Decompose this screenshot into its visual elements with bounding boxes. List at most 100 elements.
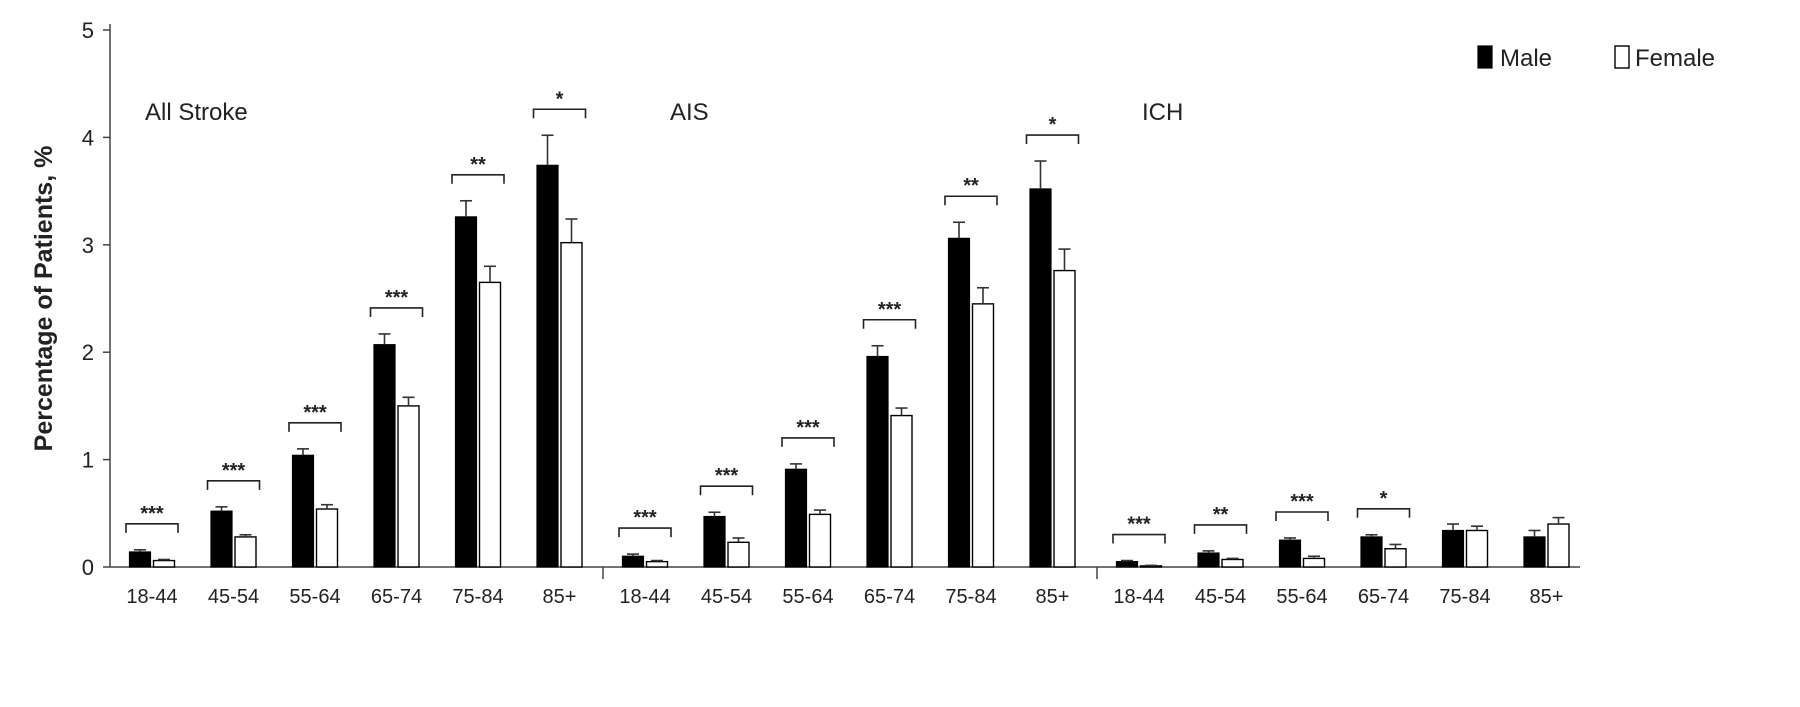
significance-marker: ** <box>470 154 486 176</box>
significance-marker: *** <box>878 299 902 321</box>
bar-male <box>1523 536 1546 568</box>
bar-female <box>727 541 750 568</box>
bar-female <box>560 241 583 568</box>
y-tick-label: 4 <box>82 125 94 150</box>
panel-title: AIS <box>670 99 709 126</box>
significance-bracket <box>781 437 835 447</box>
significance-marker: * <box>1049 114 1057 136</box>
significance-bracket <box>532 108 587 119</box>
x-tick-label: 65-74 <box>1358 586 1409 608</box>
significance-bracket <box>944 195 998 206</box>
significance-bracket <box>1112 533 1166 544</box>
significance-marker: *** <box>385 287 409 309</box>
x-tick-label: 65-74 <box>864 586 915 608</box>
significance-marker: * <box>556 88 564 110</box>
significance-bracket <box>1193 524 1248 534</box>
significance-bracket <box>451 173 505 184</box>
y-tick-label: 2 <box>82 340 94 365</box>
bar-female <box>397 405 420 568</box>
bar-male <box>1360 536 1383 568</box>
significance-marker: *** <box>715 465 739 487</box>
x-tick-label: 55-64 <box>289 586 340 608</box>
significance-bracket <box>618 527 672 538</box>
bar-male <box>1278 539 1302 568</box>
bar-female <box>1221 558 1244 568</box>
y-axis-label: Percentage of Patients, % <box>30 146 58 452</box>
bar-female <box>315 508 339 568</box>
x-tick-label: 75-84 <box>945 586 996 608</box>
significance-marker: *** <box>222 460 246 482</box>
x-tick-label: 18-44 <box>126 586 177 608</box>
x-tick-label: 75-84 <box>452 586 503 608</box>
bar-female <box>1465 529 1489 568</box>
bar-female <box>1547 523 1570 568</box>
significance-marker: *** <box>633 507 657 529</box>
significance-marker: *** <box>796 417 820 439</box>
bar-female <box>478 281 502 568</box>
y-tick-label: 1 <box>82 448 94 473</box>
significance-bracket <box>369 307 424 317</box>
significance-bracket <box>125 523 179 533</box>
significance-marker: *** <box>303 402 327 424</box>
bar-male <box>1029 188 1052 568</box>
bar-male <box>621 555 645 568</box>
x-tick-label: 45-54 <box>1195 586 1246 608</box>
significance-bracket <box>1356 507 1411 518</box>
x-tick-label: 45-54 <box>701 586 752 608</box>
significance-marker: ** <box>1213 504 1229 526</box>
x-tick-label: 75-84 <box>1439 586 1490 608</box>
significance-marker: ** <box>963 175 979 197</box>
x-tick-label: 18-44 <box>619 586 670 608</box>
significance-bracket <box>862 318 917 329</box>
y-tick-label: 0 <box>82 555 94 580</box>
bar-female <box>152 559 176 568</box>
bar-female <box>1384 548 1407 568</box>
x-tick-label: 65-74 <box>371 586 422 608</box>
bar-male <box>784 468 808 568</box>
bar-male <box>703 515 726 568</box>
x-tick-label: 18-44 <box>1113 586 1164 608</box>
bar-male <box>454 216 478 568</box>
bar-female <box>234 536 257 568</box>
bar-male <box>866 355 889 568</box>
bar-female <box>645 560 669 568</box>
bar-female <box>890 414 913 568</box>
panel-title: ICH <box>1142 99 1183 126</box>
bar-male <box>1197 552 1220 568</box>
bar-male <box>210 510 233 568</box>
bar-female <box>1302 557 1326 568</box>
significance-bracket <box>699 485 754 496</box>
legend-swatch-female <box>1614 45 1630 69</box>
significance-marker: *** <box>1290 491 1314 513</box>
bar-male <box>947 237 971 568</box>
x-tick-label: 85+ <box>1036 586 1070 608</box>
bar-male <box>291 454 315 568</box>
panel-title: All Stroke <box>145 99 248 126</box>
x-tick-label: 85+ <box>543 586 577 608</box>
y-tick-label: 3 <box>82 233 94 258</box>
bar-female <box>971 303 995 568</box>
y-tick-label: 5 <box>82 18 94 43</box>
x-tick-label: 85+ <box>1530 586 1564 608</box>
significance-marker: * <box>1380 488 1388 510</box>
legend-label-male: Male <box>1500 45 1552 72</box>
legend-label-female: Female <box>1635 45 1715 72</box>
bar-male <box>1441 529 1465 568</box>
significance-marker: *** <box>1127 514 1151 536</box>
significance-bracket <box>288 422 342 432</box>
x-tick-label: 45-54 <box>208 586 259 608</box>
bar-male <box>1115 561 1139 568</box>
significance-bracket <box>1025 134 1080 145</box>
x-tick-label: 55-64 <box>782 586 833 608</box>
significance-marker: *** <box>140 503 164 525</box>
bar-male <box>373 344 396 568</box>
significance-bracket <box>206 480 261 490</box>
legend-swatch-male <box>1477 45 1493 69</box>
significance-bracket <box>1275 511 1329 522</box>
bar-male <box>128 551 152 568</box>
bar-female <box>1053 269 1076 568</box>
x-tick-label: 55-64 <box>1276 586 1327 608</box>
bar-male <box>536 164 559 568</box>
bar-female <box>808 513 832 568</box>
